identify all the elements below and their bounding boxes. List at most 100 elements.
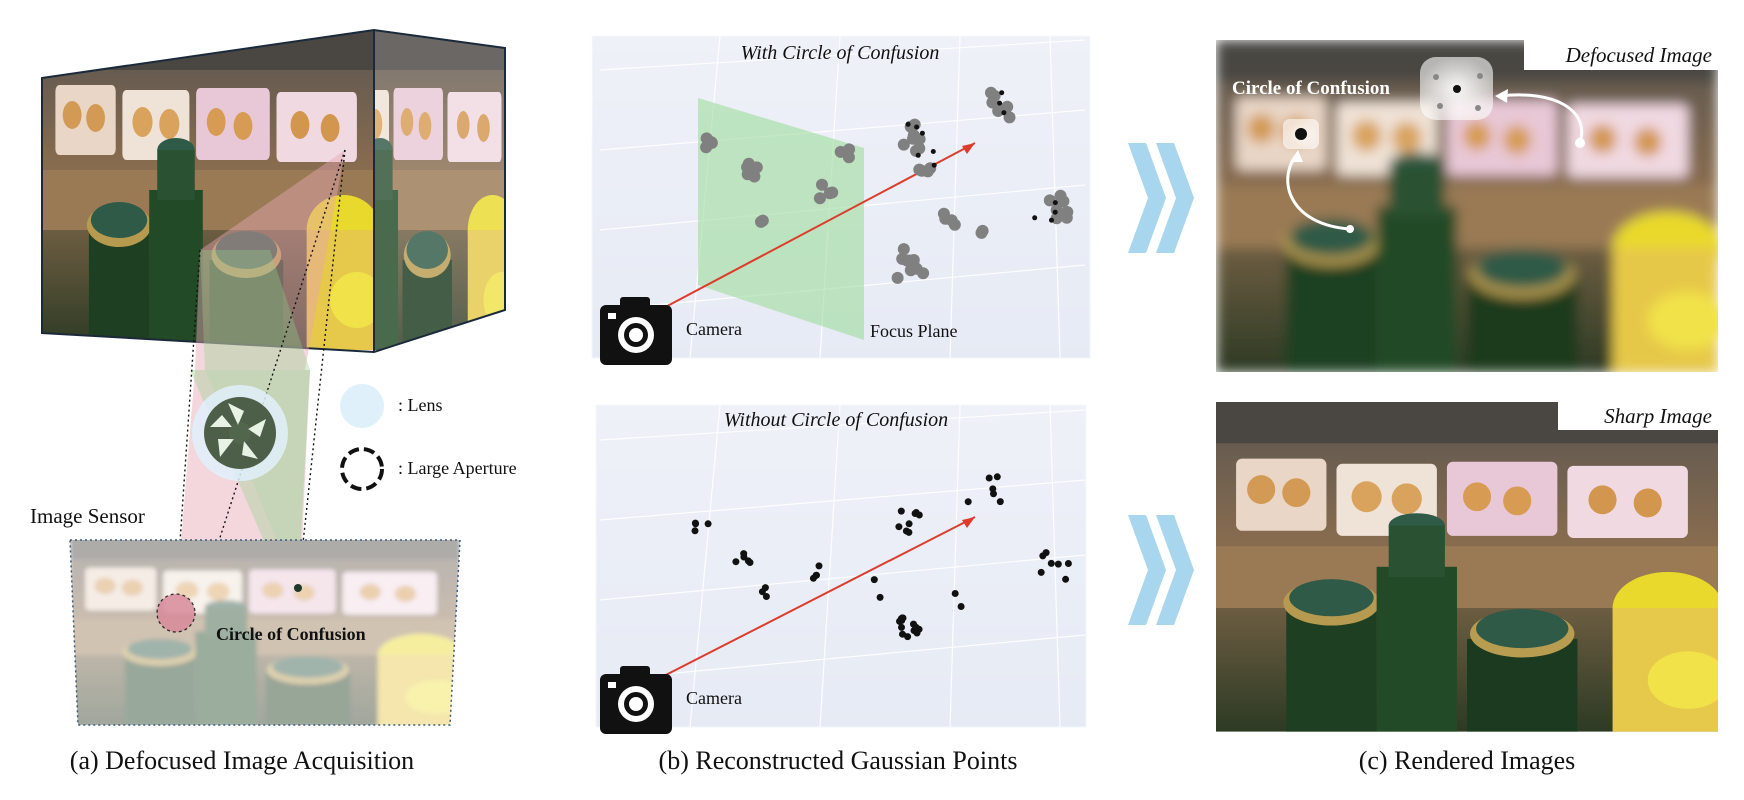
plot-with-coc: With Circle of Confusion Camera Focus Pl… — [592, 35, 1090, 365]
title-with-coc: With Circle of Confusion — [741, 42, 940, 64]
gaussian-point — [985, 474, 993, 482]
gaussian-point — [843, 143, 856, 156]
gaussian-point — [1049, 217, 1054, 223]
red-light-cone — [195, 150, 345, 370]
defocused-image: Defocused Image Circle of Confusion — [1216, 40, 1718, 372]
gaussian-point — [741, 161, 754, 174]
gaussian-point — [816, 178, 828, 191]
caption-a: (a) Defocused Image Acquisition — [70, 746, 414, 775]
gaussian-point — [951, 590, 959, 597]
focus-point — [294, 584, 302, 592]
gaussian-point — [999, 90, 1005, 96]
sharp-label-bg — [1558, 402, 1718, 430]
defocused-image-label: Defocused Image — [1565, 43, 1712, 67]
gaussian-point — [996, 498, 1004, 506]
gaussian-point — [1062, 575, 1070, 583]
gaussian-point — [905, 528, 913, 536]
gaussian-point — [1064, 560, 1072, 567]
legend-lens-icon — [340, 384, 384, 428]
coc-pointer-left — [1286, 152, 1351, 231]
gaussian-point — [746, 559, 754, 566]
gaussian-point — [913, 629, 921, 637]
sharp-image-label: Sharp Image — [1604, 404, 1712, 428]
camera-icon-bottom — [600, 666, 672, 734]
gaussian-point — [691, 527, 699, 535]
sensor-coc-label: Circle of Confusion — [216, 624, 366, 644]
gaussian-point — [691, 519, 699, 527]
gaussian-point — [905, 520, 913, 528]
gaussian-point — [1032, 215, 1038, 221]
focus-plane-label: Focus Plane — [870, 321, 958, 341]
gaussian-point — [815, 562, 823, 570]
gaussian-point — [758, 588, 766, 596]
gaussian-point — [1057, 195, 1070, 208]
panel-c: Defocused Image Circle of Confusion Shar… — [1216, 40, 1718, 775]
gaussian-point — [1043, 194, 1056, 207]
gaussian-point — [913, 163, 926, 176]
gaussian-point — [915, 152, 921, 158]
legend: : Lens : Large Aperture — [340, 384, 517, 491]
gaussian-point — [876, 593, 884, 601]
gaussian-point — [1052, 209, 1058, 215]
coc-circle — [156, 593, 196, 633]
gaussian-point — [912, 623, 920, 631]
gaussian-point — [989, 485, 997, 493]
gaussian-point — [1001, 110, 1007, 116]
rendered-coc-label: Circle of Confusion — [1232, 78, 1390, 99]
image-sensor: Circle of Confusion — [69, 539, 461, 726]
gaussian-point — [931, 162, 937, 168]
gaussian-point — [891, 271, 904, 284]
gaussian-point — [700, 141, 713, 154]
coc-pointer-right — [1499, 93, 1584, 144]
gaussian-point — [1037, 568, 1045, 576]
gaussian-point — [975, 226, 988, 239]
gaussian-point — [750, 161, 763, 174]
gaussian-point — [732, 558, 740, 566]
panel-a: : Lens : Large Aperture Image Sensor Cir… — [30, 28, 517, 775]
gaussian-point — [1052, 200, 1058, 206]
gaussian-point — [809, 574, 817, 582]
camera-label-bottom: Camera — [686, 688, 742, 708]
caption-c: (c) Rendered Images — [1359, 746, 1576, 775]
camera-label-top: Camera — [686, 319, 742, 339]
gaussian-point — [993, 473, 1001, 481]
scene-box — [41, 28, 506, 354]
gaussian-point — [898, 617, 906, 624]
gaussian-point — [1003, 111, 1016, 124]
camera-icon-top — [600, 297, 672, 365]
gaussian-point — [907, 132, 919, 145]
gaussian-point — [870, 576, 878, 584]
gaussian-point — [997, 100, 1003, 106]
gaussian-point — [1001, 100, 1014, 113]
aperture-icon — [204, 397, 276, 469]
panel-b: With Circle of Confusion Camera Focus Pl… — [592, 35, 1090, 775]
title-without-coc: Without Circle of Confusion — [724, 409, 948, 431]
legend-lens-label: : Lens — [398, 395, 443, 415]
chevron-arrow-bottom-icon — [1128, 515, 1194, 625]
gaussian-point — [988, 89, 1001, 102]
gaussian-point — [897, 243, 910, 256]
green-light-cone — [200, 250, 310, 370]
gaussian-point — [898, 623, 905, 631]
gaussian-points-bottom — [691, 473, 1072, 641]
plot-without-coc: Without Circle of Confusion Camera — [596, 404, 1086, 734]
gaussian-point — [704, 520, 712, 528]
sharp-image: Sharp Image — [1216, 402, 1718, 732]
gaussian-point — [992, 105, 1005, 117]
caption-b: (b) Reconstructed Gaussian Points — [659, 746, 1018, 775]
gaussian-point — [904, 264, 917, 277]
gaussian-point — [914, 124, 920, 130]
chevron-arrow-top-icon — [1128, 143, 1194, 253]
gaussian-point — [897, 507, 905, 515]
gaussian-point — [901, 254, 913, 267]
gaussian-point — [897, 138, 910, 151]
gaussian-point — [895, 523, 903, 531]
gaussian-point — [1054, 560, 1062, 568]
gaussian-point — [937, 207, 950, 220]
gaussian-point — [1039, 552, 1047, 560]
gaussian-point — [957, 603, 965, 610]
gaussian-point — [919, 130, 925, 136]
gaussian-point — [1047, 559, 1055, 567]
gaussian-point — [755, 215, 767, 228]
